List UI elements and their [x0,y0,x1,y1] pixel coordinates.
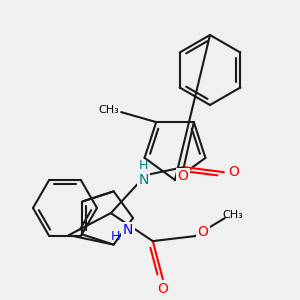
Text: N: N [123,223,133,237]
Text: O: O [197,225,208,239]
Text: CH₃: CH₃ [99,105,120,115]
Text: O: O [158,282,168,296]
Text: N: N [139,173,149,187]
Text: O: O [178,169,188,183]
Text: H: H [139,159,148,172]
Text: H: H [110,230,120,242]
Text: O: O [228,165,239,179]
Text: CH₃: CH₃ [222,210,243,220]
